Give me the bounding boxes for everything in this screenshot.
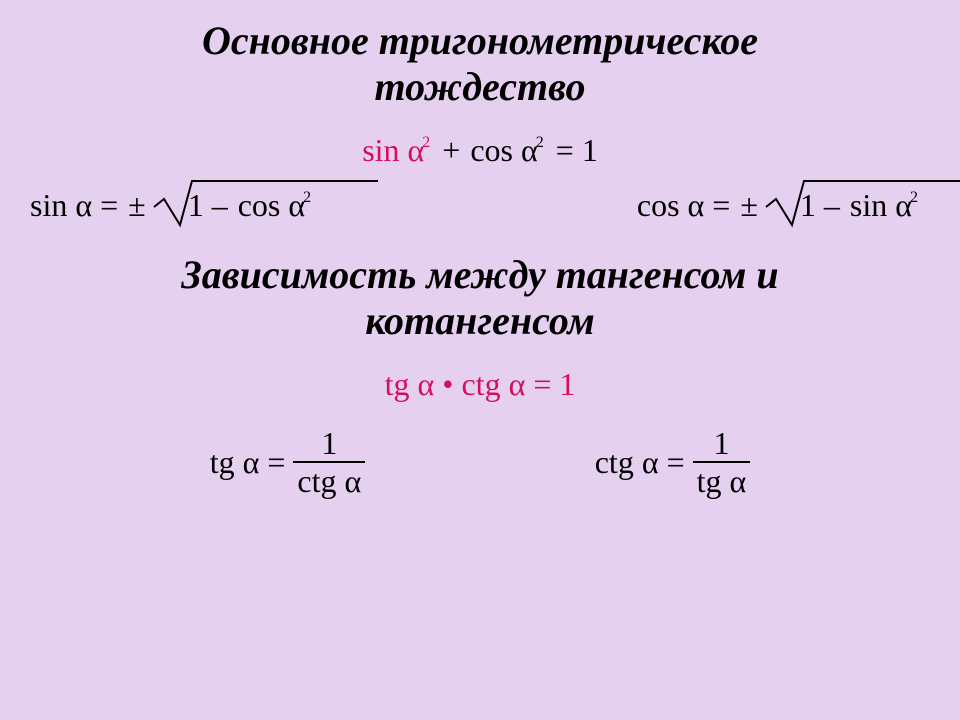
tan-cot-row: tg α = 1 ctg α ctg α = 1 tg α <box>0 427 960 497</box>
denominator: ctg α <box>293 461 365 497</box>
identity-equation: sin α2 + cos α2 = 1 <box>0 132 960 169</box>
cos-equals-expr: cos α = ± 1 – sin α2 <box>637 187 932 224</box>
title2-line-2: котангенсом <box>365 298 594 343</box>
numerator: 1 <box>317 427 341 461</box>
title2-line-1: Зависимость между тангенсом и <box>181 252 778 297</box>
cos-lhs: cos α = <box>637 187 730 224</box>
radical-left: 1 – cos α2 <box>152 187 325 224</box>
cot-lhs: ctg α = <box>595 444 685 481</box>
denominator: tg α <box>693 461 751 497</box>
sqrt-icon <box>764 177 960 233</box>
title-secondary: Зависимость между тангенсом и котангенсо… <box>0 224 960 344</box>
plus-minus: ± <box>128 187 146 224</box>
fraction-1-over-tg: 1 tg α <box>693 427 751 497</box>
cot-equals-expr: ctg α = 1 tg α <box>595 427 751 497</box>
sin-equals-expr: sin α = ± 1 – cos α2 <box>30 187 325 224</box>
sin-lhs: sin α = <box>30 187 118 224</box>
title-line-1: Основное тригонометрическое <box>202 18 758 63</box>
radical-right: 1 – sin α2 <box>764 187 932 224</box>
plus-sign: + <box>442 132 460 169</box>
tan-equals-expr: tg α = 1 ctg α <box>210 427 366 497</box>
sqrt-icon <box>152 177 382 233</box>
fraction-1-over-ctg: 1 ctg α <box>293 427 365 497</box>
equals-one: = 1 <box>556 132 598 169</box>
cos-squared: cos α2 <box>470 132 545 169</box>
title-line-2: тождество <box>375 64 586 109</box>
title-main: Основное тригонометрическое тождество <box>0 0 960 110</box>
tan-lhs: tg α = <box>210 444 286 481</box>
sin-squared: sin α2 <box>362 132 432 169</box>
numerator: 1 <box>709 427 733 461</box>
derived-row: sin α = ± 1 – cos α2 cos α = ± 1 – <box>0 187 960 224</box>
tan-cot-identity: tg α • ctg α = 1 <box>0 366 960 403</box>
plus-minus: ± <box>740 187 758 224</box>
